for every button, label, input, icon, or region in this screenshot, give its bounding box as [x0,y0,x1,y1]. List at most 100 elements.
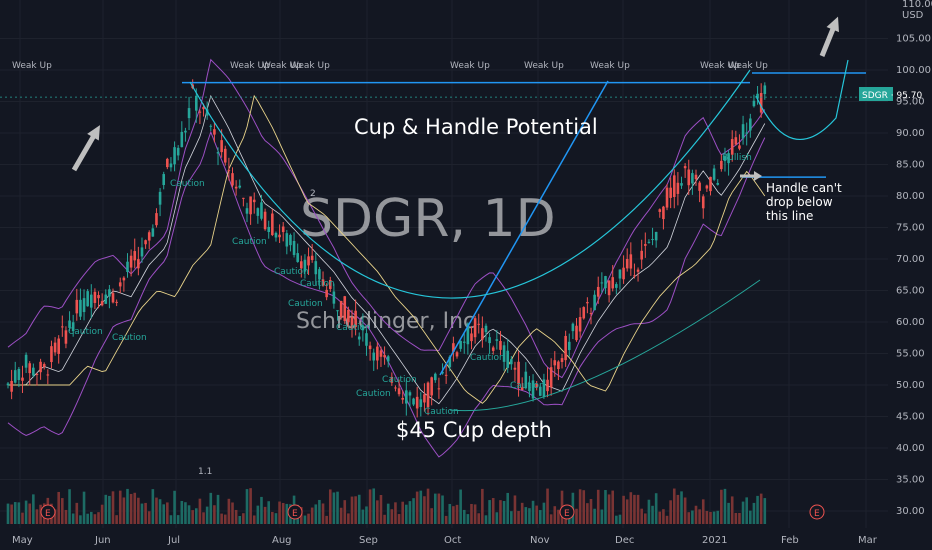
candle-body [741,124,745,139]
volume-bar [644,513,647,524]
volume-bar [234,509,238,524]
price-tick-label: 75.00 [896,223,925,234]
candle-body [651,239,654,241]
volume-bar [430,508,433,524]
candle-body [423,394,426,403]
volume-bar [100,504,104,524]
candle-body [13,370,17,383]
volume-bar [325,515,328,524]
volume-bar [166,502,169,524]
candle-body [405,390,408,404]
price-axis[interactable]: 105.00 100.00 95.00 90.00 85.00 80.00 75.00 70.… [896,34,931,518]
candle-body [238,185,242,188]
volume-bar [223,514,227,524]
candle-body [354,310,357,327]
candle-body [397,388,401,395]
candle-body [376,346,379,361]
candle-body [216,152,220,154]
volume-bar [97,512,100,524]
candle-body [720,160,723,170]
price-axis-top: 110.00 [902,0,932,10]
candle-body [669,187,672,198]
candle-body [553,360,557,366]
time-tick-label: May [12,535,33,546]
weak-up-signal: Weak Up [12,61,52,71]
volume-bar [13,502,17,524]
volume-bar [502,500,506,524]
candle-body [234,186,238,189]
candle-body [676,182,680,194]
volume-bar [68,489,71,524]
candle-body [593,294,596,311]
candle-body [560,358,564,362]
candle-body [723,156,727,162]
time-tick-label: Sep [359,535,378,546]
volume-bar [336,491,339,524]
candle-body [292,240,296,255]
volume-bar [57,491,60,524]
volume-bar [510,511,513,524]
grid-lines [0,0,888,528]
candle-body [300,261,303,269]
candle-body [194,95,198,111]
volume-bar [216,494,220,524]
volume-bar [245,489,249,524]
volume-bar [669,500,672,524]
volume-bar [10,504,13,524]
candle-body [441,371,444,374]
candle-body [502,345,506,362]
caution-signal: Caution [510,381,545,391]
volume-bar [517,511,520,524]
volume-bars [6,488,767,524]
volume-bar [339,507,343,524]
candles [6,79,767,418]
volume-bar [481,488,484,524]
volume-bar [17,502,21,524]
volume-bar [723,488,727,524]
weak-up-signal: Weak Up [450,61,490,71]
volume-bar [437,493,441,524]
candle-body [462,341,466,343]
time-axis[interactable]: May Jun Jul Aug Sep Oct Nov Dec 2021 Feb Mar [12,535,878,546]
candle-body [564,335,567,361]
price-tick-label: 80.00 [896,191,925,202]
candle-body [158,191,162,205]
volume-bar [596,489,600,524]
time-tick-label: Feb [781,535,799,546]
volume-bar [151,489,155,524]
price-tick-label: 95.00 [896,97,925,108]
cup-curve [189,69,751,299]
volume-bar [271,511,274,524]
candle-body [578,317,582,332]
candle-body [644,244,647,246]
handle-note-line-1: Handle can't [766,181,842,195]
weak-up-signal: Weak Up [290,61,330,71]
candle-body [198,111,202,113]
candle-body [205,109,209,116]
volume-bar [462,509,466,524]
volume-bar [184,502,187,524]
candle-body [274,232,278,238]
earnings-marker [809,504,825,520]
candle-body [625,259,629,269]
candle-body [256,208,260,216]
candle-body [586,302,589,304]
volume-bar [759,493,763,524]
candle-body [75,299,79,314]
volume-bar [763,498,767,524]
volume-bar [194,508,198,524]
volume-bar [441,495,444,524]
volume-bar [575,508,578,524]
volume-bar [470,503,473,524]
volume-bar [756,495,759,524]
candle-body [506,350,510,368]
caution-signal: Caution [288,299,323,309]
volume-bar [209,492,213,524]
candle-body [647,241,651,243]
candle-body [484,325,488,333]
earnings-label: E [814,509,820,519]
volume-bar [698,509,701,524]
candle-body [35,373,39,375]
caution-signal: Caution [232,237,267,247]
price-tick-label: 65.00 [896,286,925,297]
